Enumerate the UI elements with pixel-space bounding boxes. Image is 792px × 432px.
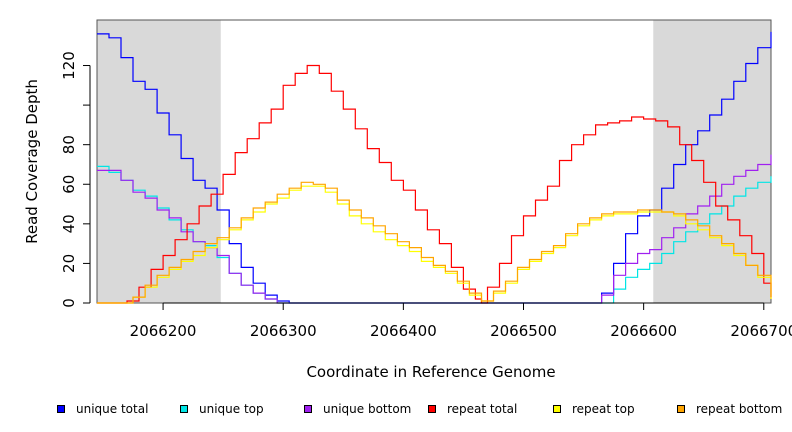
legend-label: repeat total — [447, 402, 518, 416]
x-tick-label: 2066200 — [130, 322, 197, 340]
y-tick-label: 0 — [60, 298, 78, 308]
legend-swatch — [180, 405, 188, 413]
y-tick-label: 60 — [60, 175, 78, 194]
legend-swatch — [304, 405, 312, 413]
legend-item-repeat-top: repeat top — [553, 400, 635, 418]
x-tick-label: 2066600 — [610, 322, 677, 340]
legend-item-unique-top: unique top — [180, 400, 264, 418]
legend: unique total unique top unique bottom re… — [0, 400, 792, 418]
legend-item-repeat-bottom: repeat bottom — [677, 400, 782, 418]
shaded-region-1 — [97, 20, 221, 303]
legend-swatch — [57, 405, 65, 413]
shaded-regions — [97, 20, 771, 303]
legend-item-repeat-total: repeat total — [428, 400, 517, 418]
legend-label: repeat top — [572, 402, 635, 416]
y-tick-label: 80 — [60, 135, 78, 154]
series-line-repeat-bottom — [97, 181, 772, 304]
legend-swatch — [553, 405, 561, 413]
shaded-region-2 — [653, 20, 771, 303]
x-tick-label: 2066700 — [730, 322, 792, 340]
y-tick-label: 120 — [60, 51, 78, 80]
y-tick-label: 40 — [60, 214, 78, 233]
legend-label: repeat bottom — [696, 402, 783, 416]
legend-label: unique bottom — [323, 402, 412, 416]
y-axis-title: Read Coverage Depth — [23, 79, 41, 244]
series-line-repeat-total — [97, 64, 772, 304]
axes: 2066200 2066300 2066400 2066500 2066600 20667… — [60, 51, 792, 340]
legend-swatch — [428, 405, 436, 413]
legend-label: unique top — [199, 402, 264, 416]
y-tick-label: 20 — [60, 254, 78, 273]
legend-item-unique-bottom: unique bottom — [304, 400, 411, 418]
legend-swatch — [677, 405, 685, 413]
legend-item-unique-total: unique total — [57, 400, 148, 418]
coverage-chart: 2066200 2066300 2066400 2066500 2066600 20667… — [23, 19, 792, 381]
x-tick-label: 2066400 — [370, 322, 437, 340]
x-axis-title: Coordinate in Reference Genome — [306, 363, 555, 381]
x-tick-label: 2066300 — [250, 322, 317, 340]
x-tick-label: 2066500 — [490, 322, 557, 340]
legend-label: unique total — [76, 402, 149, 416]
series-line-unique-total — [97, 31, 772, 304]
